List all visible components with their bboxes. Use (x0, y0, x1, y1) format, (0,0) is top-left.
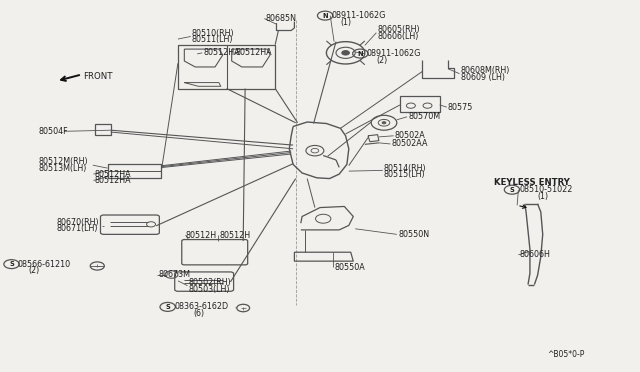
Circle shape (342, 51, 349, 55)
Text: N: N (323, 13, 328, 19)
Text: 80673M: 80673M (159, 270, 191, 279)
Text: 80671(LH): 80671(LH) (56, 224, 98, 233)
Text: 80502A: 80502A (395, 131, 426, 140)
Text: 80512HA: 80512HA (95, 170, 131, 179)
Text: 80514(RH): 80514(RH) (384, 164, 427, 173)
Text: 80511(LH): 80511(LH) (192, 35, 234, 44)
Text: 80513M(LH): 80513M(LH) (38, 164, 87, 173)
Text: 08363-6162D: 08363-6162D (174, 302, 228, 311)
Text: 80512HA: 80512HA (236, 48, 272, 57)
Circle shape (382, 122, 386, 124)
Text: 80512HA: 80512HA (95, 176, 131, 185)
Text: 80502AA: 80502AA (392, 140, 428, 148)
Text: 08566-61210: 08566-61210 (18, 260, 71, 269)
Text: 80606H: 80606H (520, 250, 550, 259)
Text: 80512HA: 80512HA (204, 48, 240, 57)
Text: 80512M(RH): 80512M(RH) (38, 157, 88, 166)
Text: 80550A: 80550A (334, 263, 365, 272)
Text: (6): (6) (193, 309, 204, 318)
Text: 80504F: 80504F (38, 127, 68, 136)
Text: (2): (2) (29, 266, 40, 275)
Bar (95, 124, 111, 135)
Text: 80606(LH): 80606(LH) (378, 32, 419, 41)
Text: 80605(RH): 80605(RH) (378, 25, 420, 34)
Text: ^B05*0-P: ^B05*0-P (547, 350, 584, 359)
Text: S: S (509, 187, 515, 193)
Text: 80510(RH): 80510(RH) (192, 29, 235, 38)
Text: 08510-51022: 08510-51022 (520, 185, 573, 194)
Text: 08911-1062G: 08911-1062G (366, 49, 420, 58)
Text: 80608M(RH): 80608M(RH) (461, 66, 510, 75)
Text: 80570M: 80570M (408, 112, 440, 121)
Text: (1): (1) (340, 18, 351, 27)
Bar (400, 96, 440, 112)
Text: 80575: 80575 (448, 103, 474, 112)
Text: KEYLESS ENTRY: KEYLESS ENTRY (494, 178, 570, 187)
Text: 80512H: 80512H (220, 231, 251, 240)
Text: S: S (165, 304, 170, 310)
Text: 80512H: 80512H (186, 231, 217, 240)
Text: N: N (358, 51, 363, 57)
Text: 80609 (LH): 80609 (LH) (461, 73, 505, 81)
Text: (1): (1) (538, 192, 548, 201)
Text: 80550N: 80550N (398, 230, 429, 239)
Text: (2): (2) (376, 56, 388, 65)
Text: 08911-1062G: 08911-1062G (332, 11, 386, 20)
Text: 80502(RH): 80502(RH) (189, 278, 232, 287)
Text: 80503(LH): 80503(LH) (189, 285, 230, 294)
Text: 80515(LH): 80515(LH) (384, 170, 426, 179)
Text: S: S (9, 261, 14, 267)
Text: FRONT: FRONT (83, 72, 113, 81)
Text: 80670(RH): 80670(RH) (56, 218, 99, 227)
Text: 80685N: 80685N (266, 14, 296, 23)
